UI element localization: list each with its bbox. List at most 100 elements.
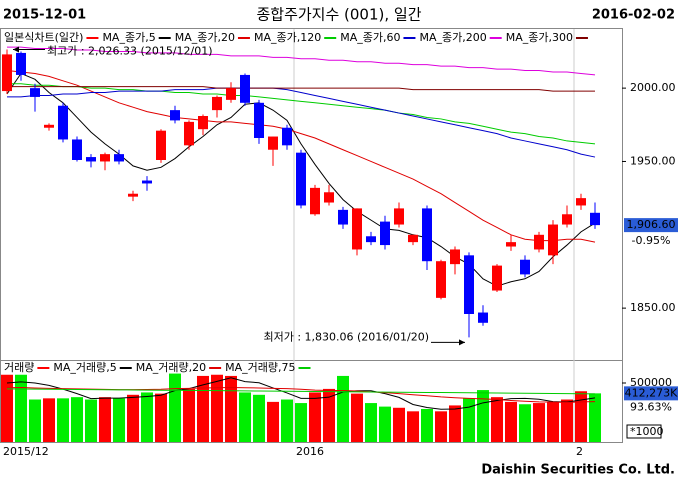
volume-bar <box>393 407 405 442</box>
candle-body <box>576 198 586 206</box>
volume-bar <box>15 374 27 442</box>
candle-body <box>394 208 404 225</box>
volume-bar <box>491 397 503 442</box>
candle-body <box>156 130 166 160</box>
candle-body <box>16 52 26 75</box>
legend-label: 거래량 <box>4 361 34 374</box>
volume-bar <box>169 373 181 442</box>
low-annotation: 최저가 : 1,830.06 (2016/01/20) <box>263 330 429 343</box>
volume-bar <box>29 399 41 442</box>
volume-bar <box>533 403 545 442</box>
candle-body <box>478 312 488 323</box>
volume-bar <box>323 388 335 442</box>
y-tick-label: 2000.00 <box>630 81 676 94</box>
candle-body <box>310 187 320 215</box>
chart-title: 종합주가지수 (001), 일간 <box>256 6 421 24</box>
legend-label: MA_종가,60 <box>340 31 400 44</box>
ma-line <box>7 83 596 145</box>
volume-bar <box>267 401 279 442</box>
volume-bar <box>295 403 307 442</box>
ma-line <box>6 388 596 395</box>
y-tick-label: 1850.00 <box>630 301 676 314</box>
candle-body <box>198 116 208 130</box>
unit-box <box>626 424 662 439</box>
candle-body <box>380 221 390 246</box>
candle-body <box>268 136 278 150</box>
volume-bar <box>43 398 55 442</box>
candle-body <box>548 224 558 256</box>
ma-line <box>7 87 596 158</box>
volume-bar <box>463 398 475 442</box>
end-date: 2016-02-02 <box>592 8 675 23</box>
volume-bar <box>519 404 531 442</box>
volume-bar <box>421 408 433 442</box>
volume-bar <box>379 406 391 442</box>
y-tick-label: 1950.00 <box>630 154 676 167</box>
candle-body <box>352 208 362 250</box>
volume-bar <box>197 375 209 442</box>
candle-body <box>422 208 432 262</box>
candle-body <box>408 234 418 243</box>
volume-bar <box>99 397 111 442</box>
volume-bar <box>225 375 237 442</box>
volume-bar <box>449 405 461 442</box>
candle-body <box>464 255 474 314</box>
candle-body <box>100 154 110 162</box>
candle-body <box>86 157 96 162</box>
x-tick-label: 2015/12 <box>3 445 49 458</box>
unit-label: *1000 <box>630 425 664 438</box>
candle-body <box>2 54 12 92</box>
ma-line <box>7 46 596 76</box>
candle-body <box>72 139 82 160</box>
candle-body <box>142 180 152 184</box>
last-volume-label: 412,273K <box>625 386 678 399</box>
volume-bar <box>57 398 69 442</box>
legend-label: MA_거래량,75 <box>225 361 295 374</box>
candle-body <box>254 102 264 138</box>
x-tick-label: 2016 <box>296 445 324 458</box>
candle-body <box>282 127 292 146</box>
ma-line <box>7 86 595 92</box>
start-date: 2015-12-01 <box>3 8 86 23</box>
last-price-box <box>624 218 678 233</box>
candle-body <box>170 110 180 121</box>
candle-body <box>128 193 138 197</box>
volume-bar <box>127 394 139 442</box>
legend-label: MA_거래량,20 <box>136 361 206 374</box>
y-tick-label: 500000 <box>630 376 672 389</box>
candle-body <box>562 214 572 225</box>
volume-bar <box>365 403 377 442</box>
ma-line <box>6 377 596 410</box>
volume-bar <box>211 374 223 442</box>
legend-label: MA_종가,300 <box>506 31 573 44</box>
candle-body <box>436 261 446 298</box>
change-label: -0.95% <box>632 234 671 247</box>
volume-bar <box>351 393 363 442</box>
ratio-label: 93.63% <box>630 400 672 413</box>
volume-bar <box>505 401 517 442</box>
volume-bar <box>85 399 97 442</box>
candle-body <box>520 259 530 275</box>
volume-bar <box>281 399 293 442</box>
legend-label: MA_종가,20 <box>175 31 235 44</box>
candle-body <box>184 121 194 146</box>
candle-body <box>212 96 222 111</box>
annotation-arrowhead <box>459 339 465 346</box>
volume-bar <box>589 393 601 442</box>
legend-label: MA_종가,5 <box>102 31 155 44</box>
last-volume-box <box>624 386 678 401</box>
legend-label: 일본식차트(일간) <box>4 30 83 44</box>
ma-line <box>6 70 596 243</box>
x-tick-label: 2 <box>576 445 583 458</box>
volume-bar <box>575 391 587 442</box>
candle-body <box>492 265 502 291</box>
candle-body <box>114 154 124 162</box>
footer: Daishin Securities Co. Ltd. <box>481 463 675 478</box>
candle-body <box>240 74 250 103</box>
last-price-label: 1,906.60 <box>627 218 676 231</box>
legend-label: MA_종가,120 <box>254 31 321 44</box>
frame <box>0 28 623 443</box>
volume-bar <box>155 393 167 442</box>
volume-bar <box>547 401 559 442</box>
